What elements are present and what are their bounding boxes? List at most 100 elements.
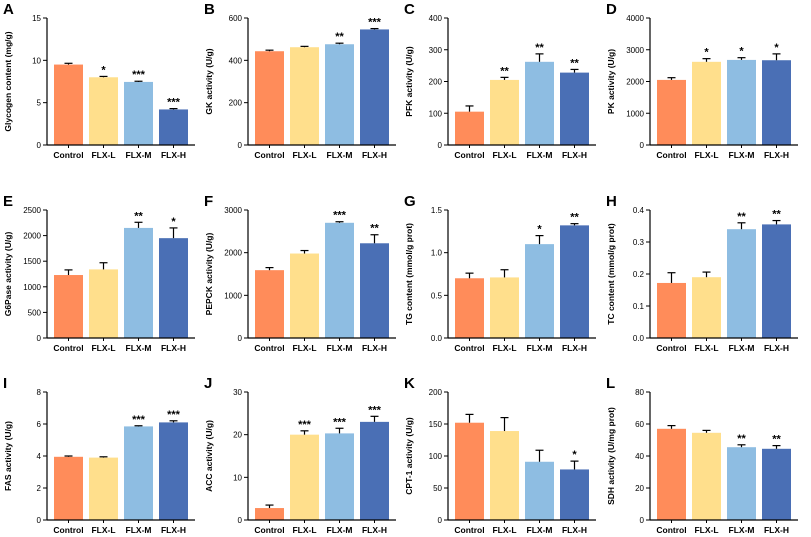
chart-panel-e: E G6Pase activity (U/g) Control FLX-L ** FLX-…: [3, 193, 195, 353]
significance-marker: *: [739, 46, 744, 58]
bar-control: [54, 456, 83, 520]
x-tick-label: FLX-H: [161, 525, 186, 535]
chart-panel-c: C PFK activity (U/g) Control ** FLX-L ** FLX-M…: [404, 1, 596, 160]
y-axis-label: TG content (mmol/g prot): [404, 223, 414, 325]
bar-flx-l: [89, 457, 118, 520]
panel-letter: K: [404, 375, 415, 392]
y-tick-label: 3000: [626, 46, 644, 55]
significance-marker: ***: [368, 17, 382, 29]
y-axis-label: CPT-1 activity (U/g): [404, 417, 414, 495]
bar-control: [657, 282, 686, 338]
x-tick-label: FLX-M: [327, 150, 353, 160]
bar-control: [255, 508, 284, 520]
x-tick-label: Control: [254, 525, 284, 535]
significance-marker: **: [772, 434, 781, 446]
y-tick-label: 1000: [626, 109, 644, 118]
y-axis-label: G6Pase activity (U/g): [3, 232, 13, 317]
y-tick-label: 0.0: [431, 334, 443, 343]
chart-panel-i: I FAS activity (U/g) Control FLX-L *** FLX-M *…: [3, 375, 195, 535]
x-tick-label: FLX-H: [362, 343, 387, 353]
y-tick-label: 2000: [224, 249, 242, 258]
chart-panel-h: H TC content (mmol/g prot) Control FLX-L ** F…: [606, 193, 798, 353]
x-tick-label: FLX-L: [292, 150, 316, 160]
chart-panel-a: A Glycogen content (mg/g) Control * FLX-L ***…: [3, 1, 195, 160]
significance-marker: *: [704, 47, 709, 59]
x-tick-label: FLX-L: [694, 150, 718, 160]
y-tick-label: 0: [238, 141, 243, 150]
x-tick-label: FLX-H: [764, 525, 789, 535]
y-axis-label: GK activity (U/g): [204, 48, 214, 114]
panel-letter: I: [3, 375, 7, 392]
panel-letter: D: [606, 1, 617, 18]
y-tick-label: 0: [238, 516, 243, 525]
bar-flx-l: [89, 269, 118, 338]
y-tick-label: 15: [32, 14, 41, 23]
panel-letter: A: [3, 1, 14, 18]
significance-marker: **: [772, 209, 781, 221]
significance-marker: *: [537, 224, 542, 236]
x-tick-label: FLX-H: [562, 525, 587, 535]
y-tick-label: 10: [233, 473, 242, 482]
y-tick-label: 400: [229, 56, 243, 65]
chart-panel-k: K CPT-1 activity (U/g) Control FLX-L FLX-M * F…: [404, 375, 596, 535]
bar-flx-m: [124, 81, 153, 145]
x-tick-label: FLX-M: [327, 343, 353, 353]
significance-marker: **: [134, 210, 143, 222]
bar-flx-l: [692, 61, 721, 145]
bar-control: [255, 51, 284, 145]
x-tick-label: FLX-H: [362, 150, 387, 160]
significance-marker: ***: [167, 97, 181, 109]
x-tick-label: FLX-M: [327, 525, 353, 535]
x-tick-label: FLX-H: [362, 525, 387, 535]
bar-control: [54, 64, 83, 145]
y-tick-label: 0.2: [633, 270, 645, 279]
y-tick-label: 0.1: [633, 302, 645, 311]
x-tick-label: FLX-L: [91, 150, 115, 160]
bar-flx-l: [290, 47, 319, 145]
y-tick-label: 200: [229, 99, 243, 108]
y-tick-label: 300: [429, 46, 443, 55]
x-tick-label: FLX-H: [764, 343, 789, 353]
x-tick-label: Control: [254, 343, 284, 353]
bar-flx-h: [159, 238, 188, 338]
y-tick-label: 400: [429, 14, 443, 23]
bar-flx-m: [727, 229, 756, 338]
y-tick-label: 0.0: [633, 334, 645, 343]
significance-marker: ***: [298, 419, 312, 431]
bar-flx-h: [762, 448, 791, 520]
x-tick-label: FLX-H: [562, 343, 587, 353]
x-tick-label: FLX-L: [694, 525, 718, 535]
x-tick-label: Control: [53, 150, 83, 160]
y-tick-label: 0: [238, 334, 243, 343]
bar-flx-l: [490, 79, 519, 145]
y-tick-label: 100: [429, 452, 443, 461]
bar-control: [455, 111, 484, 145]
y-tick-label: 0: [438, 516, 443, 525]
bar-flx-l: [89, 77, 118, 145]
y-tick-label: 3000: [224, 206, 242, 215]
y-axis-label: TC content (mmol/g prot): [606, 223, 616, 325]
bar-flx-l: [290, 253, 319, 338]
bar-flx-l: [692, 277, 721, 338]
bar-control: [657, 428, 686, 520]
bar-flx-m: [727, 447, 756, 520]
y-tick-label: 0.3: [633, 238, 645, 247]
x-tick-label: FLX-L: [91, 525, 115, 535]
x-tick-label: FLX-L: [91, 343, 115, 353]
y-tick-label: 0: [37, 334, 42, 343]
panel-letter: C: [404, 1, 415, 18]
significance-marker: ***: [333, 416, 347, 428]
x-tick-label: Control: [254, 150, 284, 160]
y-tick-label: 0: [438, 141, 443, 150]
y-tick-label: 40: [635, 452, 644, 461]
y-tick-label: 0: [37, 141, 42, 150]
significance-marker: ***: [167, 409, 181, 421]
x-tick-label: FLX-H: [562, 150, 587, 160]
y-tick-label: 1.0: [431, 249, 443, 258]
x-tick-label: FLX-L: [292, 343, 316, 353]
significance-marker: *: [171, 216, 176, 228]
y-tick-label: 30: [233, 388, 242, 397]
y-tick-label: 20: [233, 431, 242, 440]
x-tick-label: FLX-L: [694, 343, 718, 353]
